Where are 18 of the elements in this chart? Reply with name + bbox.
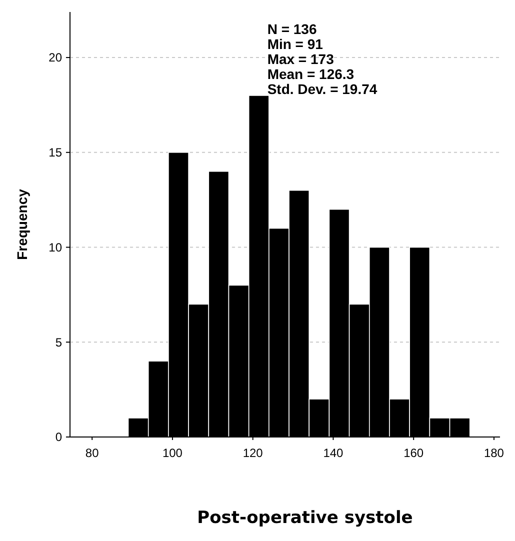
y-tick-label: 20 xyxy=(48,50,62,65)
x-tick-label: 140 xyxy=(323,446,344,460)
y-tick-label: 15 xyxy=(48,146,62,160)
annotation: N = 136 xyxy=(267,21,317,37)
annotation: Mean = 126.3 xyxy=(267,66,354,82)
x-tick-label: 80 xyxy=(85,446,100,460)
x-tick-label: 100 xyxy=(162,446,183,460)
y-tick-label: 0 xyxy=(55,430,62,444)
x-axis-title: Post-operative systole xyxy=(197,508,413,528)
x-tick-label: 120 xyxy=(242,446,264,460)
y-tick-label: 10 xyxy=(48,240,62,254)
y-tick-label: 5 xyxy=(55,335,62,350)
x-tick-label: 180 xyxy=(484,446,504,460)
annotation: Min = 91 xyxy=(267,36,324,52)
y-axis-title: Frequency xyxy=(14,188,30,260)
x-tick-label: 160 xyxy=(404,446,424,460)
annotation: Max = 173 xyxy=(267,51,334,67)
annotation: Std. Dev. = 19.74 xyxy=(267,81,378,97)
